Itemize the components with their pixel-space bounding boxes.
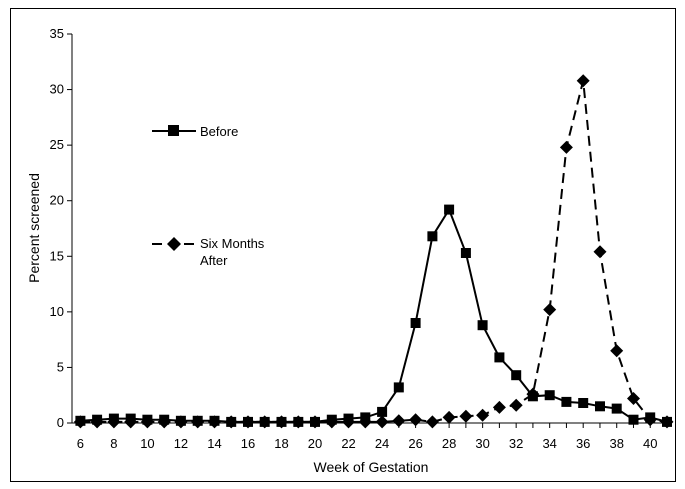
legend-label-six-months-after-line2: After [200,253,228,268]
data-point-six-months-after [241,415,255,429]
x-axis-label: Week of Gestation [314,459,429,475]
x-tick-label: 28 [442,436,456,451]
x-tick-label: 20 [308,436,322,451]
data-point-six-months-after [492,400,506,414]
data-point-before [460,248,471,258]
data-point-six-months-after [325,415,339,429]
data-point-six-months-after [174,415,188,429]
data-point-six-months-after [593,245,607,259]
data-point-before [410,318,421,328]
data-point-six-months-after [73,415,87,429]
y-tick-label: 30 [50,82,64,97]
data-point-before [427,231,438,242]
x-tick-label: 8 [110,436,117,451]
data-point-six-months-after [358,415,372,429]
x-tick-label: 40 [643,436,657,451]
y-tick-label: 5 [57,359,64,374]
y-tick-label: 0 [57,415,64,430]
data-point-before [578,398,589,408]
data-point-before [628,414,639,425]
data-point-six-months-after [442,410,456,424]
data-point-before [393,382,404,393]
data-point-before [511,370,522,381]
data-point-six-months-after [275,415,288,429]
data-point-six-months-after [425,415,439,429]
x-tick-label: 16 [241,436,255,451]
data-point-six-months-after [342,415,355,429]
data-point-six-months-after [308,415,322,429]
y-axis-label: Percent screened [26,173,42,283]
legend: Before Six Months After [152,124,265,268]
data-point-six-months-after [157,415,171,429]
data-point-six-months-after [476,408,490,422]
data-point-before [377,406,388,417]
data-point-six-months-after [576,74,590,88]
y-tick-label: 15 [50,248,64,263]
x-tick-label: 38 [609,436,623,451]
data-point-six-months-after [559,140,573,154]
data-point-six-months-after [291,415,305,429]
data-point-six-months-after [459,409,473,423]
x-tick-label: 26 [408,436,422,451]
data-point-six-months-after [627,392,640,405]
x-tick-label: 10 [140,436,154,451]
data-point-six-months-after [375,415,389,429]
data-point-six-months-after [526,387,540,401]
data-point-six-months-after [258,415,272,429]
y-tick-label: 10 [50,304,64,319]
data-point-before [544,390,555,401]
data-point-six-months-after [224,415,238,429]
data-point-before [561,396,572,407]
data-point-six-months-after [208,415,221,429]
legend-label-six-months-after-line1: Six Months [200,236,265,251]
x-tick-label: 18 [274,436,288,451]
y-tick-label: 20 [50,193,64,208]
data-point-six-months-after [509,398,523,412]
data-point-six-months-after [660,415,674,429]
x-tick-label: 36 [576,436,590,451]
y-tick-label: 35 [50,26,64,41]
data-point-before [595,401,605,412]
series-line-before [80,207,668,423]
y-tick-label: 25 [50,137,64,152]
data-point-six-months-after [124,415,138,429]
data-point-before [494,352,505,363]
data-point-before [611,403,622,414]
x-tick-label: 12 [174,436,188,451]
x-tick-label: 14 [207,436,221,451]
x-tick-label: 30 [475,436,489,451]
data-point-before [477,320,488,331]
legend-marker-six-months-after [167,237,181,251]
x-tick-label: 34 [542,436,556,451]
x-tick-label: 6 [77,436,84,451]
data-point-six-months-after [107,415,121,429]
data-point-six-months-after [90,415,104,429]
x-tick-label: 32 [509,436,523,451]
legend-marker-before [168,125,179,136]
data-point-six-months-after [140,415,154,429]
data-point-six-months-after [191,415,205,429]
x-tick-label: 22 [341,436,355,451]
legend-label-before: Before [200,124,238,139]
x-tick-label: 24 [375,436,389,451]
data-point-six-months-after [392,414,406,428]
data-point-before [444,204,455,215]
data-point-six-months-after [543,303,557,317]
data-point-six-months-after [610,344,624,358]
